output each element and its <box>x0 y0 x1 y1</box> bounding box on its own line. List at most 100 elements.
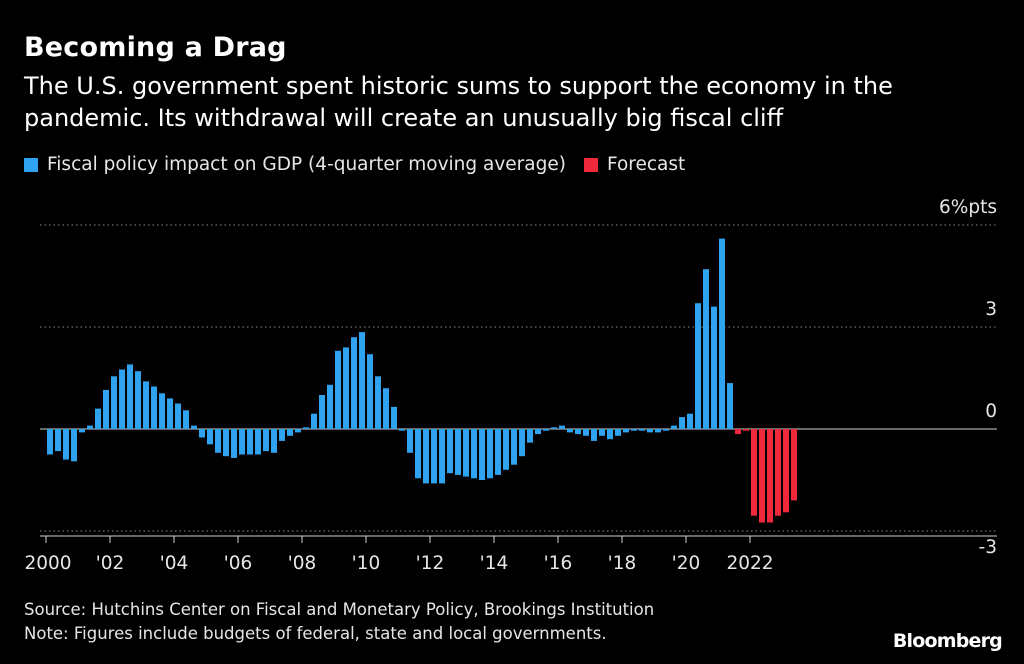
bar-fiscal <box>279 429 285 441</box>
bar-fiscal <box>631 429 637 431</box>
bar-fiscal <box>519 429 525 457</box>
bar-fiscal <box>263 429 269 452</box>
bar-fiscal <box>543 429 549 431</box>
bar-fiscal <box>479 429 485 480</box>
bar-fiscal <box>607 429 613 440</box>
bar-fiscal <box>111 376 117 429</box>
bar-forecast <box>759 429 765 523</box>
bar-fiscal <box>391 406 397 429</box>
x-tick-label: '12 <box>416 553 445 574</box>
bar-fiscal <box>663 429 669 431</box>
bar-fiscal <box>287 429 293 436</box>
x-tick-label: '06 <box>224 553 253 574</box>
bar-fiscal <box>231 429 237 458</box>
bar-fiscal <box>487 429 493 479</box>
bar-fiscal <box>343 347 349 429</box>
bar-fiscal <box>71 429 77 462</box>
bar-fiscal <box>255 429 261 455</box>
bar-fiscal <box>511 429 517 465</box>
bars <box>47 238 797 523</box>
bar-fiscal <box>151 386 157 429</box>
bar-fiscal <box>471 429 477 479</box>
legend: Fiscal policy impact on GDP (4-quarter m… <box>24 154 703 175</box>
bar-fiscal <box>95 408 101 429</box>
x-tick-label: 2000 <box>24 553 71 574</box>
bar-fiscal <box>135 371 141 429</box>
bar-fiscal <box>615 429 621 436</box>
bar-fiscal <box>687 413 693 429</box>
bar-fiscal <box>359 332 365 429</box>
bar-forecast <box>783 429 789 513</box>
bar-fiscal <box>311 413 317 429</box>
bar-fiscal <box>439 429 445 484</box>
bar-fiscal <box>503 429 509 470</box>
x-tick-label: '16 <box>544 553 573 574</box>
footer: Source: Hutchins Center on Fiscal and Mo… <box>24 598 654 646</box>
bar-fiscal <box>63 429 69 460</box>
bar-fiscal <box>591 429 597 441</box>
bar-fiscal <box>495 429 501 475</box>
bar-fiscal <box>167 398 173 429</box>
bar-fiscal <box>239 429 245 455</box>
bar-fiscal <box>399 429 405 431</box>
bar-forecast <box>791 429 797 501</box>
bar-fiscal <box>55 429 61 452</box>
bar-forecast <box>735 429 741 435</box>
bar-fiscal <box>455 429 461 475</box>
y-tick-label: 3 <box>985 299 997 320</box>
x-tick-label: '10 <box>352 553 381 574</box>
bar-fiscal <box>47 429 53 455</box>
bar-fiscal <box>175 403 181 429</box>
bar-fiscal <box>119 369 125 429</box>
x-tick-label: '18 <box>608 553 637 574</box>
legend-item-fiscal: Fiscal policy impact on GDP (4-quarter m… <box>24 154 566 175</box>
bar-forecast <box>775 429 781 516</box>
bar-fiscal <box>191 425 197 429</box>
bar-fiscal <box>143 381 149 429</box>
axes: 6%pts 3 0 -3 2000 '02 '04 '06 '08 '10 '12 '14 '16 '18… <box>24 197 997 574</box>
bar-forecast <box>767 429 773 523</box>
gridlines <box>40 224 997 532</box>
bar-fiscal <box>727 383 733 429</box>
bar-fiscal <box>375 376 381 429</box>
x-tick-label: '14 <box>480 553 509 574</box>
chart-title: Becoming a Drag <box>24 32 287 63</box>
bar-fiscal <box>319 395 325 429</box>
bar-fiscal <box>247 429 253 455</box>
bar-fiscal <box>583 429 589 436</box>
bar-fiscal <box>103 389 109 429</box>
y-tick-label: 0 <box>985 401 997 422</box>
y-tick-label: -3 <box>979 537 997 558</box>
legend-item-forecast: Forecast <box>583 154 685 175</box>
bar-fiscal <box>719 238 725 429</box>
bar-fiscal <box>79 429 85 433</box>
x-tick-label: '08 <box>288 553 317 574</box>
chart-subtitle: The U.S. government spent historic sums … <box>24 72 893 132</box>
bar-fiscal <box>671 425 677 429</box>
bar-fiscal <box>87 425 93 429</box>
bar-fiscal <box>303 427 309 429</box>
x-tick-label: '20 <box>672 553 701 574</box>
bar-fiscal <box>559 425 565 429</box>
bar-fiscal <box>351 337 357 429</box>
bar-fiscal <box>623 429 629 433</box>
bar-fiscal <box>207 429 213 445</box>
bar-fiscal <box>271 429 277 453</box>
bar-fiscal <box>367 354 373 429</box>
bar-fiscal <box>223 429 229 457</box>
bar-fiscal <box>383 388 389 429</box>
legend-label-fiscal: Fiscal policy impact on GDP (4-quarter m… <box>47 154 566 175</box>
bar-fiscal <box>447 429 453 474</box>
x-tick-label: '04 <box>160 553 189 574</box>
bar-forecast <box>751 429 757 516</box>
footnote: Note: Figures include budgets of federal… <box>24 624 607 643</box>
x-tick-label: 2022 <box>726 553 773 574</box>
bar-fiscal <box>215 429 221 453</box>
bar-fiscal <box>535 429 541 435</box>
bar-fiscal <box>159 393 165 429</box>
bar-fiscal <box>423 429 429 484</box>
y-tick-label: 6%pts <box>939 197 997 218</box>
bar-fiscal <box>567 429 573 433</box>
bar-forecast <box>743 429 749 431</box>
